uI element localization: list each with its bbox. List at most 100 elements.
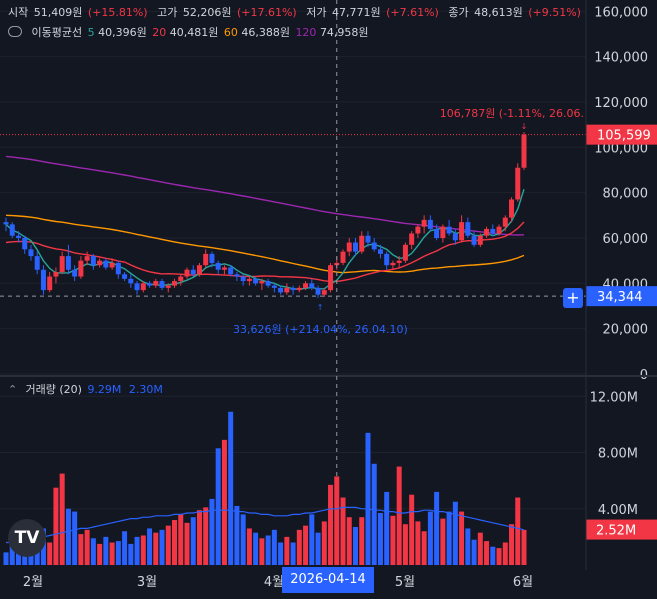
candle-body <box>346 242 352 252</box>
collapse-chevron-icon[interactable]: ⌃ <box>8 383 18 396</box>
ma120-period: 120 <box>295 26 317 39</box>
max-price-annotation: 106,787원 (-1.11%, 26.06. <box>440 107 584 120</box>
volume-bar <box>165 525 171 565</box>
ma120-line <box>5 155 525 236</box>
candle-body <box>434 228 440 238</box>
price-axis-tick: 120,000 <box>594 96 648 111</box>
volume-bar <box>65 508 71 565</box>
volume-bar <box>421 531 427 565</box>
last-price-tag <box>586 124 657 145</box>
ma20-period: 20 <box>152 26 167 39</box>
volume-bar <box>328 484 334 565</box>
candle-body <box>203 253 209 266</box>
volume-bar <box>509 524 515 565</box>
open-label: 시작 <box>8 6 29 19</box>
ma-legend[interactable]: 이동평균선 5 40,396원 20 40,481원 60 46,388원 12… <box>8 24 371 40</box>
volume-bar <box>371 463 377 565</box>
candle-body <box>140 283 146 291</box>
candle-body <box>278 287 284 293</box>
volume-bar <box>72 511 78 565</box>
candle-body <box>290 287 296 291</box>
price-axis-tick: 100,000 <box>594 141 648 156</box>
volume-bar <box>415 521 421 565</box>
ma20-line <box>5 221 525 283</box>
volume-axis-tick: 12.00M <box>590 390 638 405</box>
candle-body <box>340 251 346 263</box>
time-axis-tick: 5월 <box>395 575 415 590</box>
candle-body <box>496 226 502 234</box>
candle-body <box>352 242 358 252</box>
volume-ma-line <box>6 506 525 544</box>
candle-body <box>477 235 483 245</box>
add-alert-plus-icon[interactable]: + <box>563 288 583 308</box>
candle-body <box>172 281 178 286</box>
low-label: 저가 <box>306 6 327 19</box>
volume-bar <box>259 538 265 565</box>
candle-body <box>284 287 290 293</box>
price-axis-tick: 80,000 <box>603 187 649 202</box>
candle-body <box>259 281 265 284</box>
volume-bar <box>196 510 202 565</box>
volume-bar <box>496 548 502 565</box>
volume-legend[interactable]: ⌃ 거래량 (20) 9.29M 2.30M <box>8 381 163 397</box>
candle-body <box>72 269 78 277</box>
candle-body <box>215 262 221 270</box>
volume-bar <box>515 497 521 565</box>
volume-bar <box>109 542 115 565</box>
volume-bar <box>309 514 315 565</box>
visibility-eye-icon[interactable] <box>8 26 22 37</box>
volume-bar <box>122 531 128 565</box>
candle-body <box>446 226 452 234</box>
volume-bar <box>15 548 21 565</box>
volume-bar <box>334 476 340 565</box>
volume-bar <box>484 541 490 565</box>
min-price-annotation: 33,626원 (+214.04%, 26.04.10) <box>233 323 408 336</box>
volume-bar <box>384 491 390 565</box>
volume-value-1: 9.29M <box>87 383 122 396</box>
candle-body <box>377 249 383 254</box>
high-pct: (+17.61%) <box>236 6 297 19</box>
volume-bar <box>477 532 483 565</box>
volume-bar <box>377 512 383 565</box>
candle-body <box>184 269 190 277</box>
last-volume-tag <box>586 519 657 540</box>
volume-bar <box>296 529 302 565</box>
volume-bar <box>103 536 109 565</box>
time-axis-tick: 3월 <box>137 575 157 590</box>
tradingview-logo[interactable]: TV <box>8 519 46 557</box>
volume-value-2: 2.30M <box>128 383 163 396</box>
volume-bar <box>53 487 59 565</box>
candle-body <box>97 260 103 266</box>
candle-body <box>515 167 521 200</box>
volume-bar <box>140 535 146 565</box>
close-pct: (+9.51%) <box>528 6 581 19</box>
volume-bar <box>90 538 96 565</box>
price-axis-tick: 160,000 <box>594 5 648 20</box>
candle-body <box>409 233 415 245</box>
volume-bar <box>465 528 471 565</box>
volume-bar <box>321 521 327 565</box>
last-price-value: 105,599 <box>597 129 651 144</box>
ma5-value: 40,396원 <box>98 26 147 39</box>
volume-bar <box>221 439 227 565</box>
price-axis-tick: 140,000 <box>594 51 648 66</box>
volume-axis-tick: 8.00M <box>598 447 638 462</box>
volume-bar <box>396 466 402 565</box>
candle-body <box>271 285 277 288</box>
price-axis-tick: 60,000 <box>603 232 649 247</box>
open-pct: (+15.81%) <box>87 6 148 19</box>
candle-body <box>490 228 496 234</box>
volume-bar <box>409 494 415 565</box>
ma60-period: 60 <box>223 26 238 39</box>
candle-body <box>90 256 96 266</box>
volume-bar <box>365 432 371 565</box>
volume-bar <box>402 524 408 565</box>
candle-body <box>47 276 53 291</box>
ma60-line <box>5 214 525 274</box>
candle-body <box>9 224 15 236</box>
candle-body <box>296 287 302 291</box>
volume-bar <box>427 511 433 565</box>
candle-body <box>427 219 433 229</box>
open-value: 51,409원 <box>33 6 83 19</box>
